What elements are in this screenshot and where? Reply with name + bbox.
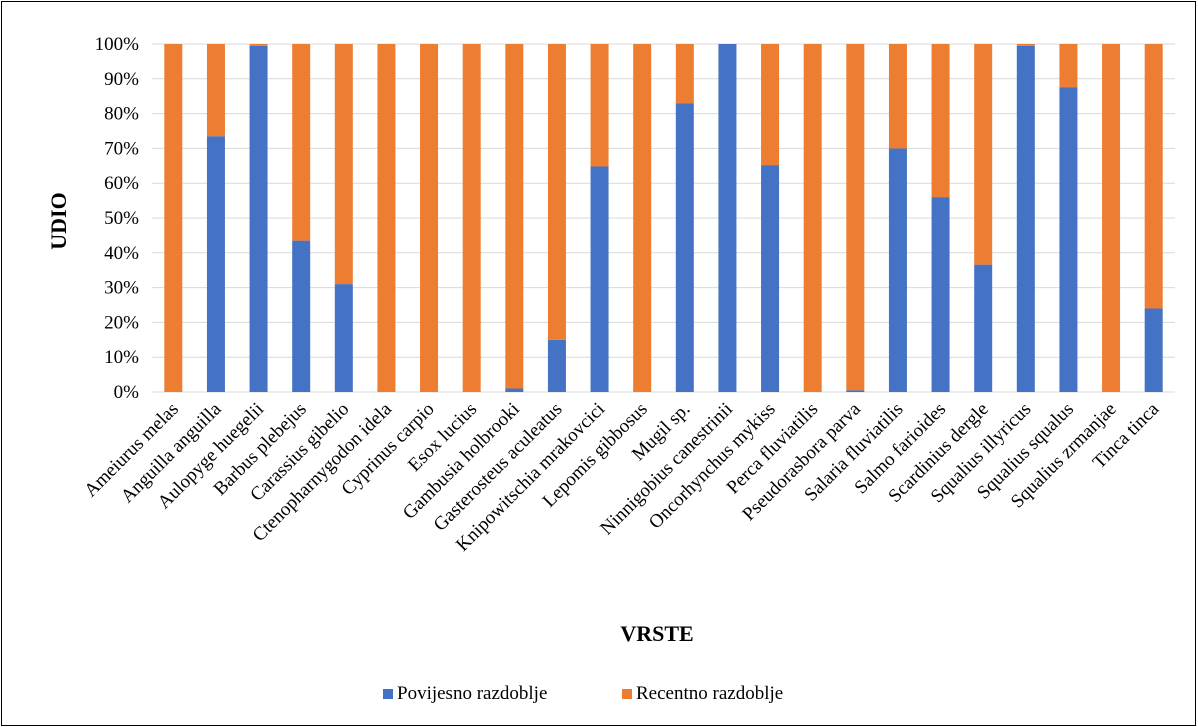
legend-label: Povijesno razdoblje <box>397 683 547 704</box>
bar-recentno <box>888 44 907 149</box>
bar-povijesno <box>292 240 311 392</box>
legend-swatch <box>622 689 632 699</box>
bar-recentno <box>633 44 652 392</box>
bar-recentno <box>761 44 780 166</box>
y-tick-label: 70% <box>104 138 139 159</box>
bar-povijesno <box>888 148 907 392</box>
bar-povijesno <box>675 103 694 392</box>
y-tick-labels: 0% 10% 20% 30% 40% 50% 60% 70% 80% 90% 100% <box>95 34 140 403</box>
bar-recentno <box>590 44 609 167</box>
bar-recentno <box>334 44 353 285</box>
y-tick-label: 20% <box>104 312 139 333</box>
y-tick-label: 100% <box>95 34 140 55</box>
bar-povijesno <box>334 284 353 392</box>
bar-povijesno <box>1016 45 1035 393</box>
bar-povijesno <box>590 166 609 392</box>
bar-povijesno <box>846 390 865 392</box>
bar-recentno <box>292 44 311 241</box>
bar-recentno <box>931 44 950 198</box>
bar-povijesno <box>761 165 780 392</box>
y-tick-label: 10% <box>104 347 139 368</box>
legend: Povijesno razdoblje Recentno razdoblje <box>383 683 783 704</box>
gridlines <box>152 43 1175 393</box>
bar-recentno <box>547 44 566 340</box>
bar-recentno <box>206 44 225 137</box>
bar-recentno <box>974 44 993 265</box>
bar-povijesno <box>1059 87 1078 392</box>
bar-recentno <box>675 44 694 104</box>
bars <box>164 44 1163 393</box>
y-tick-label: 40% <box>104 243 139 264</box>
y-tick-label: 30% <box>104 278 139 299</box>
bar-povijesno <box>974 264 993 392</box>
bar-povijesno <box>1144 308 1163 392</box>
bar-povijesno <box>931 197 950 392</box>
bar-povijesno <box>206 136 225 392</box>
y-tick-label: 80% <box>104 104 139 125</box>
bar-povijesno <box>718 44 737 392</box>
bar-povijesno <box>547 339 566 392</box>
y-tick-label: 0% <box>114 382 140 403</box>
bar-recentno <box>803 44 822 392</box>
y-tick-label: 50% <box>104 208 139 229</box>
bar-recentno <box>1144 44 1163 309</box>
bar-recentno <box>377 44 396 392</box>
bar-recentno <box>462 44 481 392</box>
bar-recentno <box>505 44 524 389</box>
bar-recentno <box>249 44 268 46</box>
y-axis-title: UDIO <box>46 192 71 249</box>
bar-recentno <box>420 44 439 392</box>
x-axis-title: VRSTE <box>620 621 693 646</box>
legend-swatch <box>383 689 393 699</box>
bar-povijesno <box>505 388 524 392</box>
bar-recentno <box>846 44 865 391</box>
bar-recentno <box>1102 44 1121 392</box>
y-tick-label: 60% <box>104 173 139 194</box>
bar-recentno <box>164 44 183 392</box>
bar-recentno <box>1016 44 1035 46</box>
bar-povijesno <box>249 45 268 393</box>
y-tick-label: 90% <box>104 69 139 90</box>
bar-recentno <box>1059 44 1078 88</box>
legend-label: Recentno razdoblje <box>636 683 783 704</box>
